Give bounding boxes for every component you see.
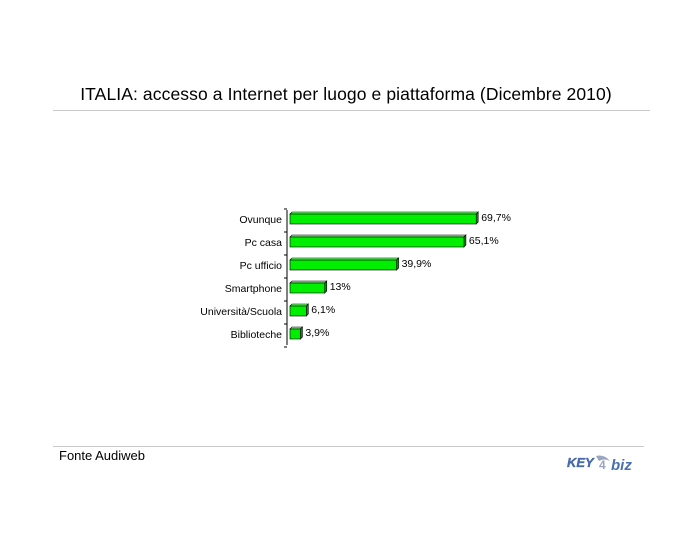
bar-front-face: [289, 236, 465, 248]
category-label: Biblioteche: [231, 329, 283, 341]
title-divider: [53, 110, 650, 111]
footer-divider: [53, 446, 644, 447]
value-label: 6,1%: [311, 304, 335, 316]
bar: [289, 326, 304, 340]
logo-swoosh: [596, 455, 610, 461]
bar-front-face: [289, 213, 477, 225]
value-labels: 69,7% 65,1% 39,9% 13% 6,1% 3,9%: [305, 212, 511, 339]
category-labels: Ovunque Pc casa Pc ufficio Smartphone Univer…: [200, 214, 282, 341]
source-note: Fonte Audiweb: [59, 448, 146, 463]
logo-text-biz: biz: [611, 457, 632, 474]
logo-text-key: KEY: [567, 455, 595, 470]
category-label: Università/Scuola: [200, 306, 282, 318]
logo-four-glyph: 4: [599, 458, 606, 472]
bar-top-face: [289, 211, 479, 215]
value-label: 13%: [330, 281, 351, 293]
value-label: 3,9%: [305, 327, 329, 339]
bar-front-face: [289, 305, 307, 317]
bar: [289, 257, 400, 271]
bar-front-face: [289, 328, 301, 340]
bar-front-face: [289, 282, 326, 294]
category-label: Pc casa: [245, 237, 283, 249]
bar-side-face: [396, 257, 399, 271]
bar-top-face: [289, 234, 467, 238]
category-label: Smartphone: [225, 283, 282, 295]
category-label: Ovunque: [239, 214, 282, 226]
bar: [289, 280, 328, 294]
bar: [289, 303, 310, 317]
bar-front-face: [289, 259, 397, 271]
category-label: Pc ufficio: [240, 260, 283, 272]
bar: [289, 234, 467, 248]
chart-title: ITALIA: accesso a Internet per luogo e p…: [80, 84, 612, 104]
value-label: 65,1%: [469, 235, 499, 247]
bar: [289, 211, 479, 225]
value-label: 69,7%: [481, 212, 511, 224]
category-ticks: [284, 208, 287, 348]
value-label: 39,9%: [402, 258, 432, 270]
bars: [289, 211, 479, 340]
key4biz-logo: KEY 4 biz: [567, 455, 632, 474]
